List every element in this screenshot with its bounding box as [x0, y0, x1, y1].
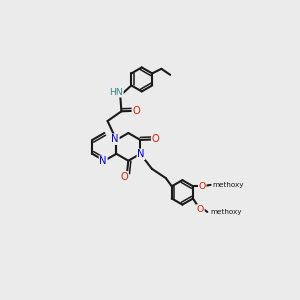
- Text: O: O: [120, 172, 128, 182]
- Text: methoxy: methoxy: [210, 209, 242, 215]
- Text: O: O: [152, 134, 160, 144]
- Text: N: N: [99, 156, 107, 166]
- Text: O: O: [199, 182, 206, 190]
- Text: HN: HN: [109, 88, 123, 97]
- Text: methoxy: methoxy: [213, 182, 244, 188]
- Text: N: N: [137, 149, 145, 159]
- Text: O: O: [132, 106, 140, 116]
- Text: O: O: [197, 205, 204, 214]
- Text: N: N: [111, 134, 119, 144]
